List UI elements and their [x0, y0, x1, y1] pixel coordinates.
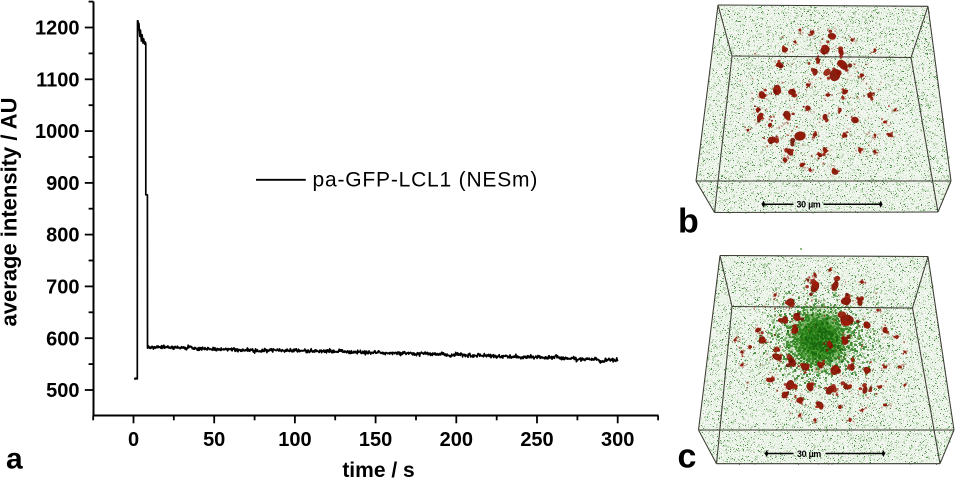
svg-text:900: 900 — [46, 173, 79, 195]
svg-text:a: a — [6, 442, 23, 475]
svg-text:200: 200 — [440, 429, 473, 451]
svg-text:300: 300 — [601, 429, 634, 451]
svg-text:30 µm: 30 µm — [797, 449, 821, 459]
svg-text:700: 700 — [46, 277, 79, 299]
svg-text:250: 250 — [520, 429, 553, 451]
svg-text:30 µm: 30 µm — [796, 200, 820, 210]
svg-text:500: 500 — [46, 380, 79, 402]
svg-text:1200: 1200 — [35, 18, 80, 40]
svg-text:0: 0 — [128, 429, 139, 451]
svg-text:1000: 1000 — [35, 121, 80, 143]
svg-text:800: 800 — [46, 225, 79, 247]
svg-text:b: b — [678, 203, 699, 241]
svg-text:time / s: time / s — [342, 459, 414, 479]
svg-text:150: 150 — [359, 429, 392, 451]
svg-text:50: 50 — [203, 429, 225, 451]
svg-text:average intensity / AU: average intensity / AU — [0, 97, 22, 326]
svg-text:100: 100 — [278, 429, 311, 451]
svg-text:600: 600 — [46, 328, 79, 350]
svg-text:c: c — [678, 438, 697, 476]
svg-text:pa-GFP-LCL1 (NESm): pa-GFP-LCL1 (NESm) — [313, 169, 539, 192]
svg-text:1100: 1100 — [36, 69, 79, 91]
